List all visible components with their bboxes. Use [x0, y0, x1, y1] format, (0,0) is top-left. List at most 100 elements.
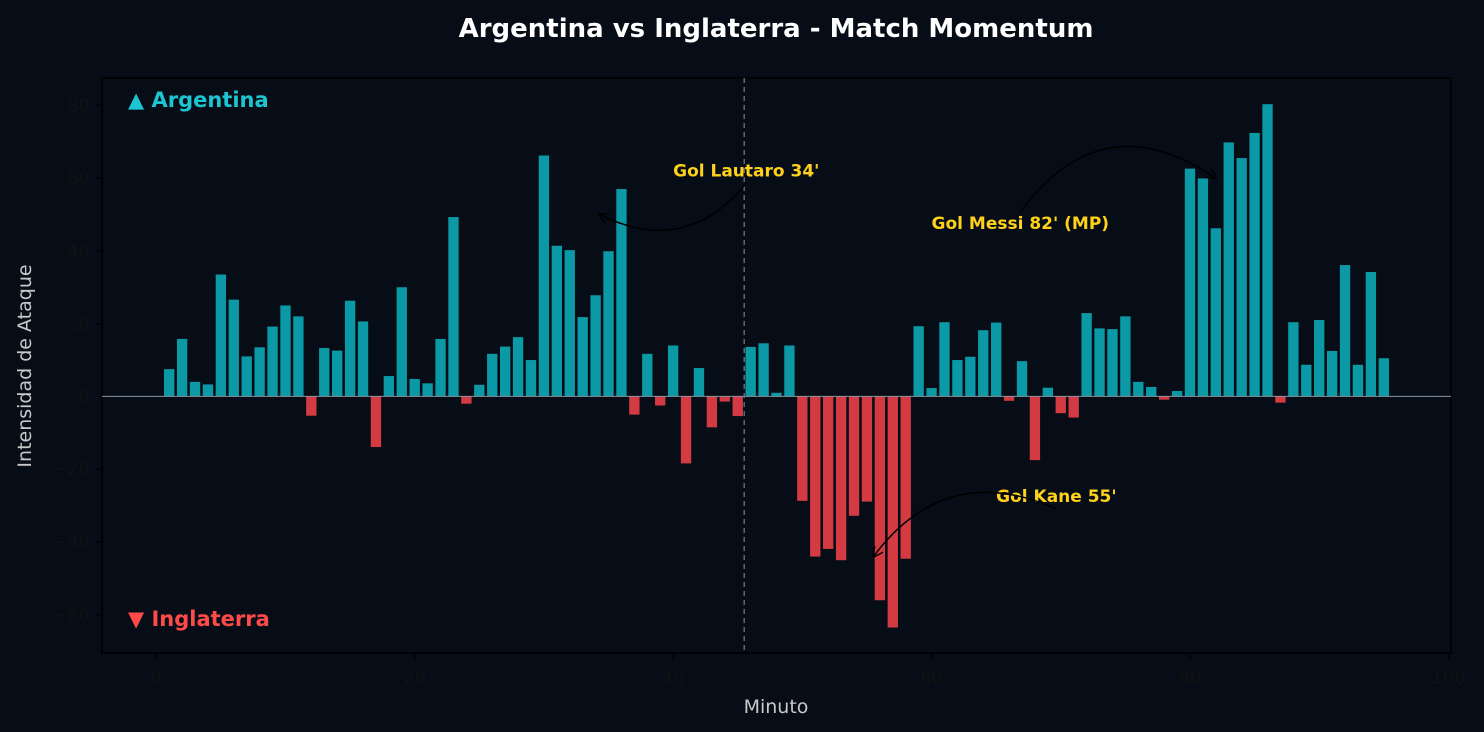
bar [1094, 328, 1105, 397]
legend-inglaterra: ▼ Inglaterra [128, 607, 270, 631]
bar [344, 300, 356, 397]
bar [1236, 158, 1247, 397]
y-tick-label: −20 [52, 459, 90, 480]
bar [228, 299, 239, 397]
bar [499, 346, 511, 397]
bar [1068, 396, 1079, 418]
x-axis-label: Minuto [744, 696, 809, 718]
bar [512, 337, 524, 397]
bar [732, 396, 743, 417]
bar [667, 345, 679, 397]
bar [874, 396, 886, 601]
annotation-label: Gol Kane 55' [996, 487, 1116, 507]
bar [461, 396, 472, 404]
bar [357, 321, 369, 397]
bar [887, 396, 898, 628]
bar [487, 353, 498, 397]
bar [1288, 322, 1299, 397]
bar [293, 316, 304, 397]
bar [396, 287, 407, 397]
bar [939, 322, 950, 397]
bar [525, 360, 537, 397]
bar [719, 396, 730, 402]
bar [1210, 228, 1221, 397]
bar [835, 396, 847, 561]
bar [810, 396, 821, 557]
annotation-label: Gol Lautaro 34' [673, 161, 819, 181]
y-tick-label: 20 [67, 314, 90, 335]
bar [241, 356, 252, 397]
chart-title: Argentina vs Inglaterra - Match Momentum [459, 14, 1094, 44]
bar [189, 381, 201, 397]
bar [422, 383, 433, 397]
x-tick-label: 20 [403, 668, 426, 689]
annotation-arrow [873, 491, 1057, 556]
x-tick-label: 40 [662, 668, 685, 689]
bar [1352, 364, 1364, 397]
bar [267, 326, 278, 397]
bar [577, 317, 588, 397]
bar [1184, 168, 1196, 397]
y-tick-label: 0 [79, 386, 90, 407]
bar [1107, 329, 1118, 397]
bar [215, 274, 227, 397]
bar [1081, 313, 1092, 397]
bar [1223, 142, 1234, 397]
bar [1339, 265, 1351, 397]
x-tick-label: 80 [1179, 668, 1202, 689]
bar [990, 322, 1002, 397]
bar [1275, 396, 1286, 403]
annotation-arrow [1019, 145, 1216, 213]
bar [965, 356, 976, 397]
bar [771, 392, 782, 397]
bar [1146, 386, 1157, 397]
x-tick-label: 60 [920, 668, 943, 689]
bar [448, 217, 459, 397]
bar [590, 295, 601, 397]
bar [1301, 364, 1312, 397]
y-tick-label: 40 [67, 241, 90, 262]
bar [1042, 387, 1054, 397]
bar [370, 396, 382, 448]
bar [900, 396, 911, 559]
bar [603, 251, 614, 397]
annotation-group: Gol Lautaro 34' Gol Messi 82' (MP) Gol Kan… [599, 145, 1216, 557]
bar [823, 396, 834, 549]
bar [1262, 104, 1273, 397]
bar [1133, 381, 1144, 397]
bar [1003, 396, 1015, 401]
bar [784, 345, 795, 397]
bar [202, 384, 214, 397]
bar [642, 353, 653, 397]
bar [952, 360, 963, 397]
annotation-label: Gol Messi 82' (MP) [932, 214, 1110, 234]
y-axis-label: Intensidad de Ataque [14, 264, 36, 467]
bar [745, 346, 756, 397]
bar [1365, 271, 1377, 397]
y-tick-label: −40 [52, 532, 90, 553]
y-tick-label: 60 [67, 168, 90, 189]
x-tick-label: 100 [1431, 668, 1465, 689]
bar [1120, 316, 1131, 397]
bar [1158, 396, 1170, 400]
x-tick-label: 0 [151, 668, 162, 689]
legend-argentina: ▲ Argentina [128, 88, 269, 112]
y-tick-label: −60 [52, 605, 90, 626]
bar [564, 250, 575, 397]
y-tick-label: 80 [67, 95, 90, 116]
bar [655, 396, 666, 406]
bar [1029, 396, 1041, 461]
bar [1016, 361, 1028, 397]
bar-group [164, 104, 1389, 628]
bar [797, 396, 808, 501]
bar [383, 376, 395, 397]
bar [848, 396, 860, 516]
bar [913, 326, 924, 397]
bar [616, 188, 627, 397]
bar [629, 396, 640, 415]
bar [254, 347, 265, 397]
bar [978, 330, 989, 397]
bar [280, 305, 291, 397]
bar [435, 338, 446, 397]
